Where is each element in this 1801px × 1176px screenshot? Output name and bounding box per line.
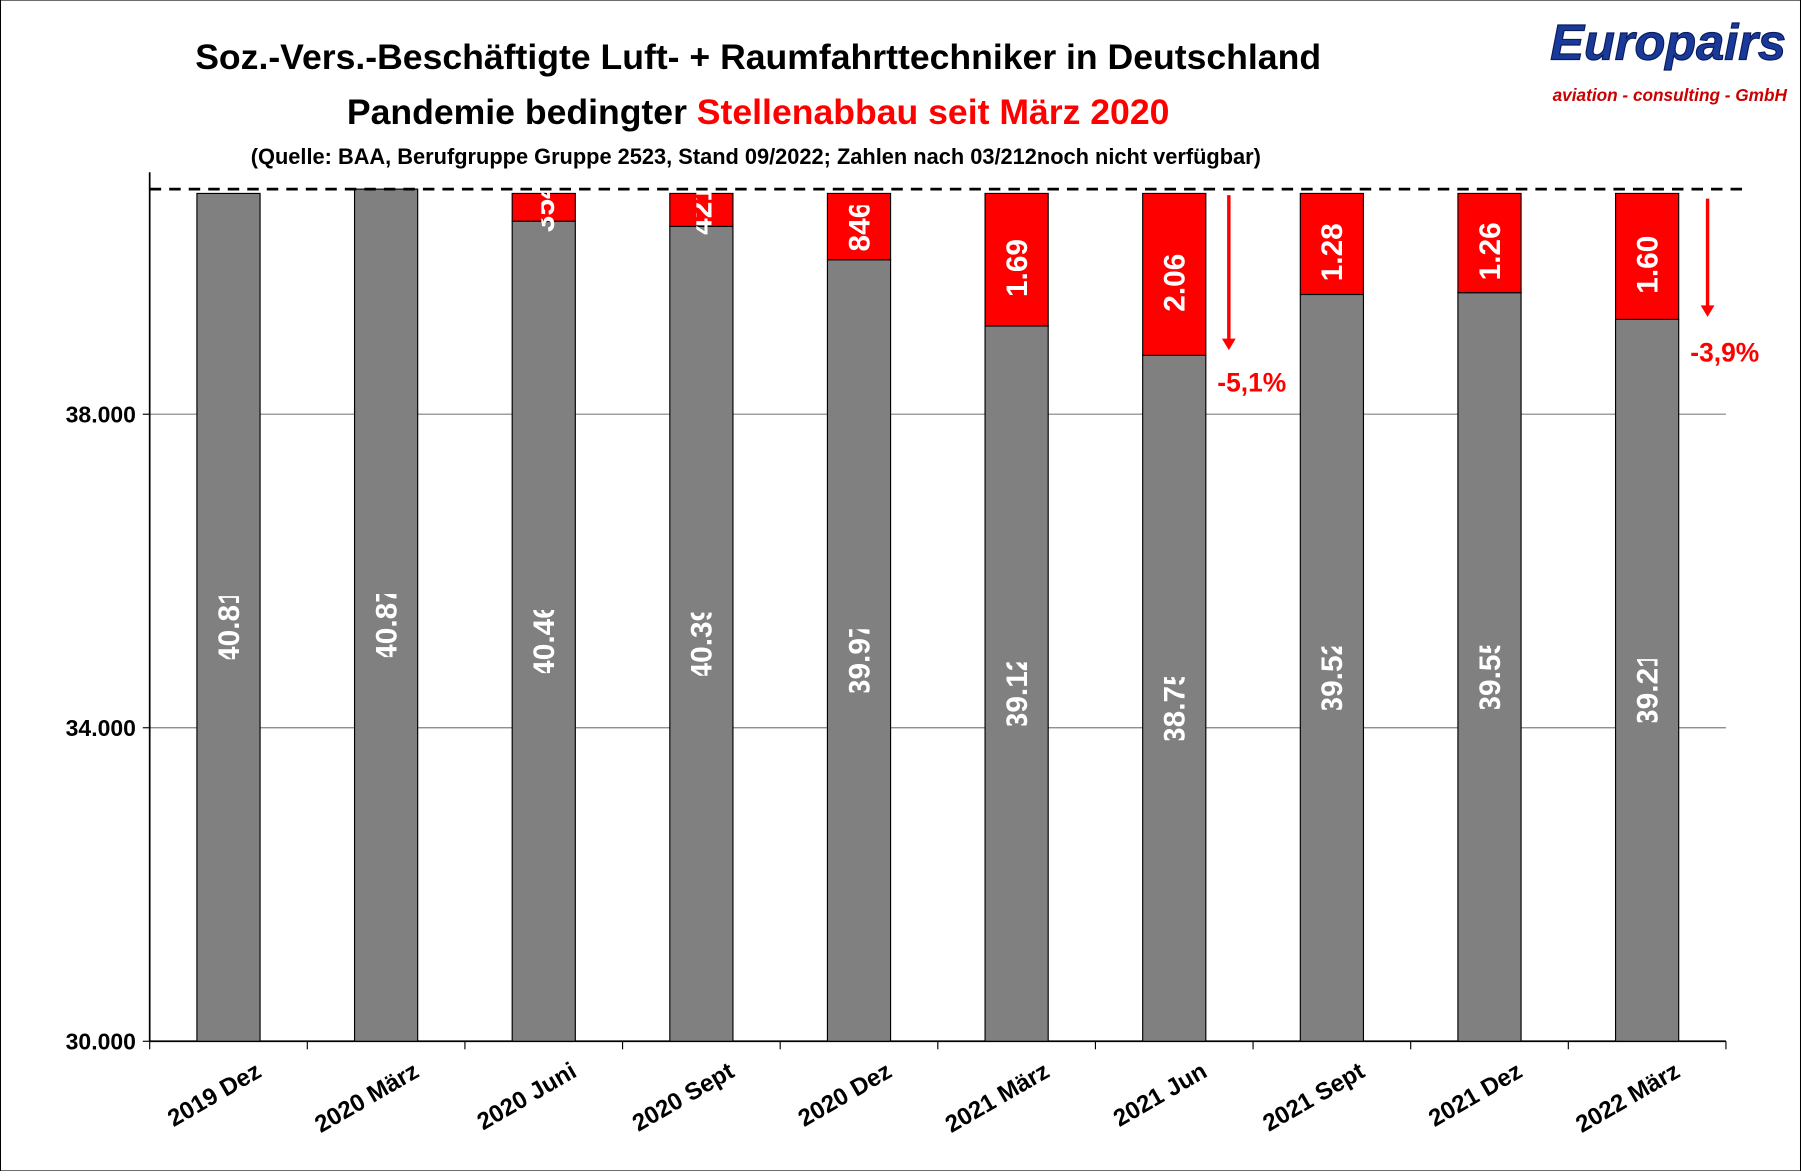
value-label: 2.066 (1159, 237, 1192, 312)
value-label: 39.528 (1316, 622, 1349, 713)
bar-segment (1457, 292, 1522, 1042)
chart-title: Soz.-Vers.-Beschäftigte Luft- + Raumfahr… (195, 37, 1321, 77)
value-label: 40.396 (686, 588, 719, 679)
value-label: 1.289 (1316, 207, 1349, 282)
bar-segment (984, 325, 1049, 1042)
bar-segment (1142, 354, 1207, 1042)
bar-segment (1142, 192, 1207, 356)
value-label: 846 (843, 202, 876, 252)
subtitle-part: Pandemie bedingter (347, 92, 687, 132)
subtitle-part: Stellenabbau seit März 2020 (697, 92, 1170, 132)
bar-segment (669, 192, 734, 228)
value-label: 39.971 (843, 605, 876, 696)
value-label: 38.751 (1159, 653, 1192, 744)
value-label: 1.266 (1474, 206, 1507, 281)
value-label: 40.463 (528, 586, 561, 677)
value-label: 1.691 (1001, 222, 1034, 297)
source-note: (Quelle: BAA, Berufgruppe Gruppe 2523, S… (251, 144, 1261, 169)
logo-name: Europairs (1550, 14, 1786, 71)
value-label: 1.607 (1631, 219, 1664, 294)
bar-segment (984, 192, 1049, 327)
value-label: 354 (528, 182, 561, 232)
bar-segment (826, 259, 892, 1042)
arrow-head (1221, 338, 1236, 351)
bar-segment (196, 192, 261, 1042)
value-label: 40.872 (370, 570, 403, 661)
value-label: 421 (686, 185, 719, 235)
bar-segment (1614, 192, 1680, 320)
bar-segment (669, 225, 734, 1042)
value-label: 39.210 (1631, 635, 1664, 726)
arrow-head (1700, 305, 1715, 317)
chart-subtitle: Pandemie bedingter Stellenabbau seit Mär… (347, 92, 1170, 132)
value-label: 39.126 (1001, 638, 1034, 729)
logo-tagline: aviation - consulting - GmbH (1553, 85, 1788, 105)
bar-segment (353, 188, 419, 1042)
bar-segment (1299, 293, 1365, 1042)
annotation: -5,1% (1217, 367, 1286, 397)
bar-segment (511, 192, 576, 222)
y-tick-label: 34.000 (66, 715, 136, 741)
bar-segment (826, 192, 892, 261)
bar-segment (1299, 192, 1365, 296)
value-label: 40.817 (213, 572, 246, 663)
bar-segment (1614, 318, 1680, 1042)
y-tick-label: 30.000 (66, 1028, 136, 1054)
bar-segment (511, 220, 576, 1042)
bar-segment (1457, 192, 1522, 294)
annotation: -3,9% (1690, 338, 1759, 368)
y-tick-label: 38.000 (66, 401, 136, 427)
value-label: 39.551 (1474, 621, 1507, 712)
